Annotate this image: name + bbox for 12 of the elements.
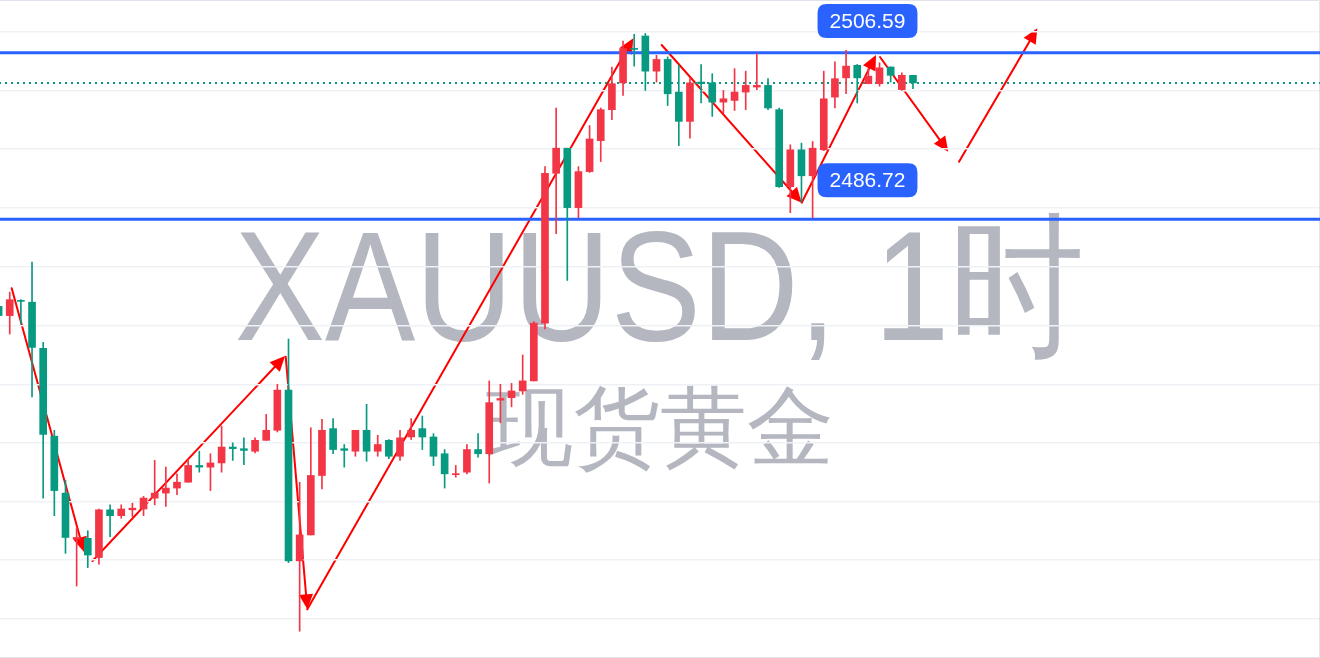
candlestick (340, 444, 349, 468)
ref-line-label: 2486.72 (829, 167, 906, 191)
candlestick (742, 70, 750, 110)
candlestick (630, 33, 639, 67)
candlestick (162, 466, 170, 507)
candlestick (240, 437, 249, 465)
candlestick (17, 299, 26, 325)
candlestick (474, 433, 483, 458)
candlestick (452, 465, 460, 478)
candlestick (106, 504, 115, 537)
candlestick (151, 460, 159, 506)
ref-line-label: 2506.59 (829, 8, 906, 32)
